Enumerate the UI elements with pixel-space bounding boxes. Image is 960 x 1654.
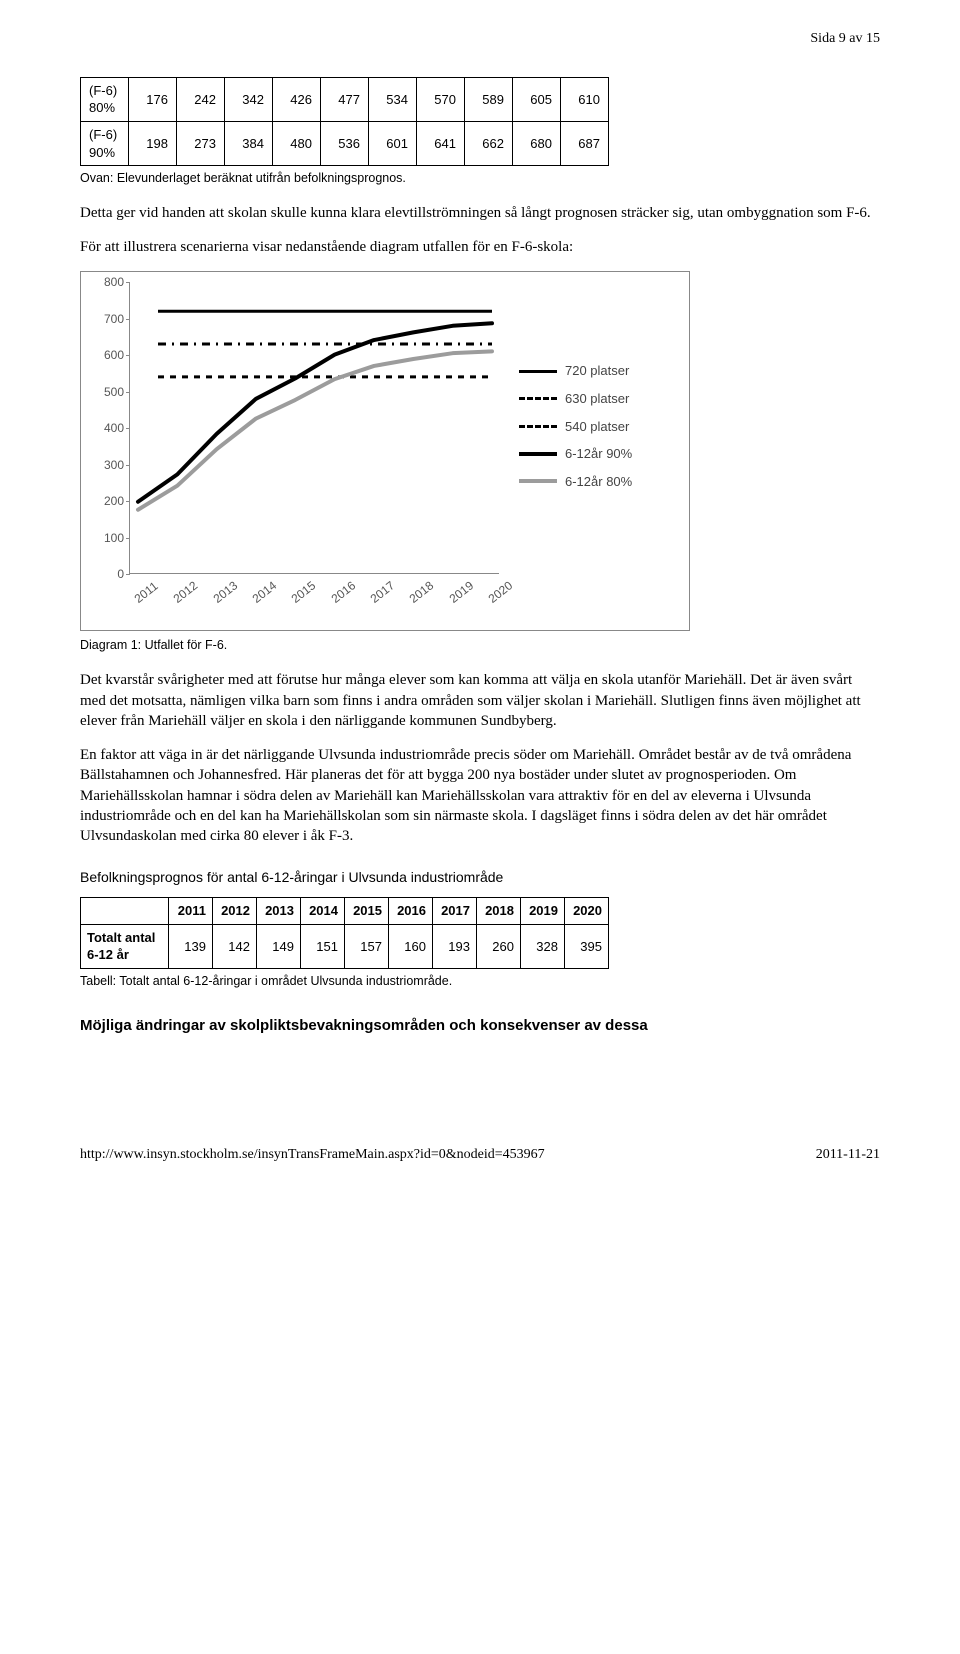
table-row: (F-6)80%176242342426477534570589605610 (81, 77, 609, 121)
row-label: (F-6)90% (81, 121, 129, 165)
y-axis-tick-label: 100 (90, 530, 124, 546)
cell: 610 (561, 77, 609, 121)
y-axis-tick-label: 400 (90, 420, 124, 436)
cell: 680 (513, 121, 561, 165)
legend-label: 720 platser (565, 362, 629, 380)
cell: 157 (345, 924, 389, 968)
x-axis-tick-label: 2014 (249, 578, 280, 607)
cell: 480 (273, 121, 321, 165)
page-footer: http://www.insyn.stockholm.se/insynTrans… (80, 1146, 880, 1165)
cell: 570 (417, 77, 465, 121)
table-row: Totalt antal6-12 år139142149151157160193… (81, 924, 609, 968)
y-axis-tick-label: 500 (90, 384, 124, 400)
cell: 151 (301, 924, 345, 968)
cell: 149 (257, 924, 301, 968)
column-header: 2011 (169, 898, 213, 925)
table-row: (F-6)90%198273384480536601641662680687 (81, 121, 609, 165)
column-header: 2018 (477, 898, 521, 925)
legend-item: 6-12år 80% (519, 473, 632, 491)
legend-item: 720 platser (519, 362, 632, 380)
cell: 160 (389, 924, 433, 968)
cell: 534 (369, 77, 417, 121)
cell: 601 (369, 121, 417, 165)
cell: 384 (225, 121, 273, 165)
cell: 687 (561, 121, 609, 165)
chart-utfallet-f6: 0100200300400500600700800 20112012201320… (80, 271, 690, 631)
x-axis-tick-label: 2019 (446, 578, 477, 607)
y-axis-tick-label: 200 (90, 493, 124, 509)
footer-date: 2011-11-21 (816, 1146, 880, 1165)
x-axis-tick-label: 2017 (367, 578, 398, 607)
cell: 260 (477, 924, 521, 968)
cell: 641 (417, 121, 465, 165)
column-header: 2012 (213, 898, 257, 925)
legend-label: 6-12år 80% (565, 473, 632, 491)
cell: 139 (169, 924, 213, 968)
cell: 242 (177, 77, 225, 121)
cell: 662 (465, 121, 513, 165)
cell: 342 (225, 77, 273, 121)
column-header: 2019 (521, 898, 565, 925)
x-axis-tick-label: 2011 (131, 579, 161, 608)
y-axis-tick-label: 300 (90, 457, 124, 473)
top-data-table: (F-6)80%176242342426477534570589605610(F… (80, 77, 609, 166)
chart-x-axis-labels: 2011201220132014201520162017201820192020 (129, 580, 499, 622)
x-axis-tick-label: 2015 (288, 578, 319, 607)
cell: 198 (129, 121, 177, 165)
legend-item: 630 platser (519, 390, 632, 408)
legend-item: 6-12år 90% (519, 445, 632, 463)
column-header: 2015 (345, 898, 389, 925)
cell: 426 (273, 77, 321, 121)
cell: 395 (565, 924, 609, 968)
chart-legend: 720 platser 630 platser 540 platser 6-12år … (519, 362, 632, 500)
column-header: 2016 (389, 898, 433, 925)
y-axis-tick-label: 700 (90, 311, 124, 327)
column-header: 2017 (433, 898, 477, 925)
y-axis-tick-label: 0 (90, 566, 124, 582)
cell: 589 (465, 77, 513, 121)
row-label: Totalt antal6-12 år (81, 924, 169, 968)
y-axis-tick-label: 800 (90, 274, 124, 290)
final-heading: Möjliga ändringar av skolpliktsbevakning… (80, 1016, 880, 1036)
x-axis-tick-label: 2012 (170, 578, 201, 607)
legend-label: 6-12år 90% (565, 445, 632, 463)
x-axis-tick-label: 2018 (406, 578, 437, 607)
paragraph-4: En faktor att väga in är det närliggande… (80, 745, 880, 846)
chart-caption: Diagram 1: Utfallet för F-6. (80, 637, 880, 654)
chart-plot-area: 0100200300400500600700800 (129, 282, 499, 574)
legend-label: 540 platser (565, 418, 629, 436)
paragraph-3: Det kvarstår svårigheter med att förutse… (80, 670, 880, 731)
legend-label: 630 platser (565, 390, 629, 408)
footer-url: http://www.insyn.stockholm.se/insynTrans… (80, 1146, 545, 1165)
column-header: 2014 (301, 898, 345, 925)
row-label: (F-6)80% (81, 77, 129, 121)
cell: 536 (321, 121, 369, 165)
cell: 193 (433, 924, 477, 968)
page-counter: Sida 9 av 15 (80, 30, 880, 49)
x-axis-tick-label: 2016 (328, 578, 359, 607)
column-header (81, 898, 169, 925)
paragraph-2: För att illustrera scenarierna visar ned… (80, 237, 880, 257)
subheading-befolkningsprognos: Befolkningsprognos för antal 6-12-åringa… (80, 868, 880, 887)
years-table-note: Tabell: Totalt antal 6-12-åringar i områ… (80, 973, 880, 990)
cell: 328 (521, 924, 565, 968)
column-header: 2020 (565, 898, 609, 925)
cell: 176 (129, 77, 177, 121)
x-axis-tick-label: 2020 (485, 578, 516, 607)
cell: 605 (513, 77, 561, 121)
x-axis-tick-label: 2013 (210, 578, 241, 607)
paragraph-1: Detta ger vid handen att skolan skulle k… (80, 203, 880, 223)
cell: 142 (213, 924, 257, 968)
years-data-table: 2011201220132014201520162017201820192020… (80, 897, 609, 969)
top-table-note: Ovan: Elevunderlaget beräknat utifrån be… (80, 170, 880, 187)
column-header: 2013 (257, 898, 301, 925)
y-axis-tick-label: 600 (90, 347, 124, 363)
cell: 273 (177, 121, 225, 165)
legend-item: 540 platser (519, 418, 632, 436)
cell: 477 (321, 77, 369, 121)
